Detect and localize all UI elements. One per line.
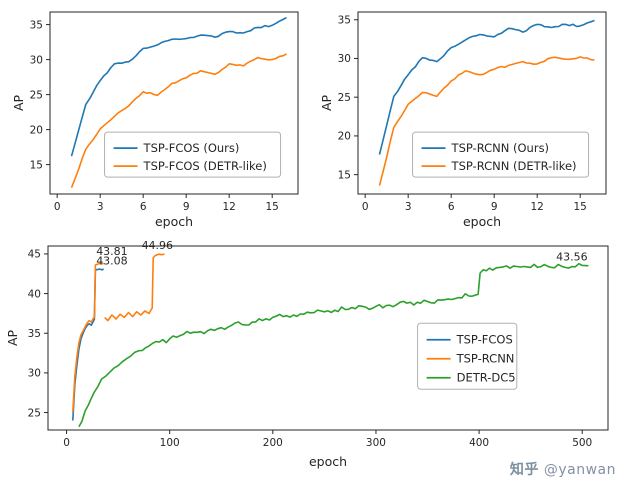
svg-text:44.96: 44.96 (142, 239, 174, 252)
svg-text:15: 15 (266, 201, 279, 213)
svg-text:DETR-DC5: DETR-DC5 (457, 371, 516, 385)
watermark: 知乎 @yanwan (510, 459, 616, 479)
svg-text:30: 30 (28, 368, 41, 380)
svg-text:43.81: 43.81 (96, 245, 128, 258)
bottom-chart-row: 0 100 200 300 400 500 25 30 35 40 45 epoch AP 43.81 43… (0, 232, 626, 472)
svg-text:3: 3 (405, 201, 412, 213)
svg-text:TSP-RCNN (Ours): TSP-RCNN (Ours) (451, 141, 550, 155)
svg-text:0: 0 (63, 437, 70, 449)
chart-tsp-fcos-comparison: 0 3 6 9 12 15 15 20 25 30 35 epoch AP TSP-FCOS (Ours)… (11, 11, 299, 229)
svg-text:TSP-RCNN (DETR-like): TSP-RCNN (DETR-like) (451, 159, 577, 173)
svg-text:6: 6 (448, 201, 455, 213)
svg-text:epoch: epoch (155, 214, 193, 229)
svg-text:TSP-FCOS (DETR-like): TSP-FCOS (DETR-like) (143, 159, 267, 173)
watermark-handle: @yanwan (538, 462, 616, 478)
svg-text:6: 6 (140, 201, 147, 213)
svg-text:45: 45 (28, 249, 41, 261)
svg-text:25: 25 (30, 89, 43, 101)
svg-text:15: 15 (30, 159, 43, 171)
svg-text:30: 30 (30, 54, 43, 66)
svg-text:300: 300 (366, 437, 386, 449)
svg-text:epoch: epoch (309, 454, 347, 469)
svg-text:20: 20 (338, 131, 351, 143)
svg-text:15: 15 (338, 169, 351, 181)
svg-text:200: 200 (263, 437, 283, 449)
svg-text:12: 12 (223, 201, 236, 213)
chart-tsp-rcnn-comparison: 0 3 6 9 12 15 15 20 25 30 35 epoch AP TSP-RCNN (Ours)… (319, 11, 607, 229)
svg-text:0: 0 (54, 201, 61, 213)
svg-text:43.08: 43.08 (96, 255, 128, 268)
svg-text:9: 9 (183, 201, 190, 213)
svg-text:AP: AP (319, 94, 334, 111)
svg-text:35: 35 (28, 328, 41, 340)
svg-text:AP: AP (11, 94, 26, 111)
svg-text:0: 0 (362, 201, 369, 213)
svg-text:TSP-RCNN: TSP-RCNN (456, 352, 515, 366)
svg-text:9: 9 (491, 201, 498, 213)
svg-text:12: 12 (531, 201, 544, 213)
svg-text:20: 20 (30, 124, 43, 136)
zhihu-logo-text: 知乎 (509, 462, 539, 478)
svg-text:TSP-FCOS: TSP-FCOS (456, 333, 513, 347)
top-charts-row: 0 3 6 9 12 15 15 20 25 30 35 epoch AP TSP-FCOS (Ours)… (0, 0, 626, 232)
svg-text:43.56: 43.56 (556, 251, 588, 264)
svg-text:40: 40 (28, 288, 41, 300)
svg-text:100: 100 (160, 437, 180, 449)
svg-text:500: 500 (572, 437, 592, 449)
svg-text:AP: AP (5, 329, 20, 346)
svg-text:30: 30 (338, 53, 351, 65)
svg-text:3: 3 (97, 201, 104, 213)
svg-text:25: 25 (338, 92, 351, 104)
svg-text:15: 15 (574, 201, 587, 213)
svg-text:25: 25 (28, 407, 41, 419)
chart-long-schedule-comparison: 0 100 200 300 400 5002530354045epochAP43.8143… (5, 239, 609, 469)
svg-text:400: 400 (469, 437, 489, 449)
svg-text:epoch: epoch (463, 214, 501, 229)
svg-text:35: 35 (338, 14, 351, 26)
svg-text:35: 35 (30, 19, 43, 31)
svg-text:TSP-FCOS (Ours): TSP-FCOS (Ours) (143, 141, 240, 155)
